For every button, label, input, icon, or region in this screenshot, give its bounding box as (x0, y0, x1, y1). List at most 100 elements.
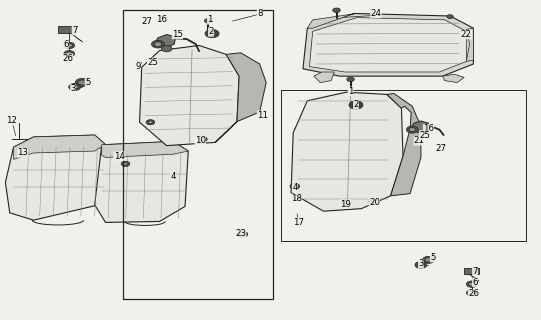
Circle shape (71, 85, 78, 89)
Text: 26: 26 (62, 54, 73, 63)
Circle shape (347, 77, 354, 82)
Text: 5: 5 (430, 253, 436, 262)
Circle shape (292, 185, 298, 188)
Circle shape (292, 195, 301, 200)
Text: 1: 1 (207, 15, 213, 24)
Polygon shape (314, 72, 334, 83)
Circle shape (349, 101, 363, 109)
Text: 5: 5 (85, 78, 90, 87)
Text: 7: 7 (72, 26, 77, 35)
Polygon shape (5, 135, 105, 220)
Circle shape (75, 78, 89, 87)
Text: 8: 8 (257, 9, 262, 18)
Text: 25: 25 (419, 131, 430, 140)
Text: 9: 9 (135, 62, 141, 71)
Text: 27: 27 (436, 144, 446, 153)
Circle shape (333, 8, 340, 12)
Circle shape (205, 29, 219, 38)
Circle shape (199, 137, 207, 142)
Polygon shape (102, 141, 188, 157)
Polygon shape (410, 121, 428, 133)
Circle shape (469, 282, 475, 286)
Text: 12: 12 (6, 116, 17, 125)
Text: 11: 11 (257, 111, 268, 120)
Text: 3: 3 (70, 84, 76, 93)
Text: 13: 13 (17, 148, 28, 157)
Circle shape (341, 201, 349, 206)
Circle shape (123, 163, 128, 165)
Circle shape (447, 15, 453, 19)
Circle shape (204, 19, 212, 23)
Text: 4: 4 (170, 172, 176, 181)
Circle shape (294, 196, 299, 199)
Circle shape (208, 31, 216, 36)
Circle shape (154, 42, 162, 46)
Circle shape (69, 84, 81, 91)
Circle shape (415, 261, 427, 268)
Text: 6: 6 (472, 278, 478, 287)
Circle shape (146, 120, 155, 125)
Text: 25: 25 (147, 58, 158, 67)
Circle shape (423, 256, 434, 263)
Circle shape (201, 138, 205, 140)
Circle shape (78, 80, 87, 85)
Text: 22: 22 (461, 30, 472, 39)
Text: 18: 18 (291, 194, 302, 203)
Circle shape (406, 126, 418, 133)
Circle shape (237, 231, 248, 237)
Text: 26: 26 (468, 289, 479, 298)
Polygon shape (466, 28, 473, 61)
Circle shape (66, 44, 72, 47)
Bar (58, 26, 75, 33)
Text: 14: 14 (114, 152, 124, 161)
Circle shape (352, 103, 360, 107)
Text: 15: 15 (172, 30, 183, 39)
Circle shape (469, 291, 475, 295)
Circle shape (417, 263, 425, 267)
Circle shape (64, 42, 75, 49)
Circle shape (148, 121, 153, 124)
Text: 16: 16 (156, 15, 167, 24)
Text: 2: 2 (208, 28, 214, 36)
Circle shape (151, 40, 164, 48)
Text: 2: 2 (353, 100, 359, 109)
Polygon shape (14, 135, 105, 159)
Text: 17: 17 (293, 218, 304, 227)
Circle shape (121, 161, 130, 166)
Circle shape (161, 45, 172, 52)
Text: 7: 7 (472, 267, 478, 276)
Text: 16: 16 (423, 124, 434, 133)
Polygon shape (154, 35, 176, 47)
Circle shape (66, 52, 72, 56)
Polygon shape (291, 92, 403, 211)
Bar (123, 10, 273, 299)
Text: 4: 4 (292, 183, 298, 192)
Polygon shape (387, 93, 421, 196)
Text: 21: 21 (414, 136, 425, 145)
Circle shape (369, 199, 378, 204)
Circle shape (64, 51, 75, 57)
Circle shape (290, 183, 300, 189)
Circle shape (239, 232, 246, 236)
Text: 19: 19 (340, 200, 351, 209)
Text: 23: 23 (235, 229, 246, 238)
Text: 27: 27 (142, 17, 153, 26)
Circle shape (466, 281, 477, 287)
Circle shape (466, 290, 477, 296)
Text: 1: 1 (348, 87, 353, 96)
Text: 10: 10 (195, 136, 206, 145)
Polygon shape (215, 53, 266, 142)
Text: 6: 6 (63, 40, 69, 49)
Circle shape (425, 258, 432, 262)
Text: 24: 24 (371, 9, 381, 18)
Circle shape (343, 202, 347, 204)
Bar (464, 268, 479, 274)
Polygon shape (309, 18, 466, 72)
Text: 3: 3 (418, 260, 424, 268)
Polygon shape (307, 13, 357, 28)
Circle shape (409, 128, 415, 132)
Polygon shape (303, 13, 473, 76)
Polygon shape (140, 45, 239, 146)
Polygon shape (443, 74, 464, 83)
Circle shape (371, 200, 375, 203)
